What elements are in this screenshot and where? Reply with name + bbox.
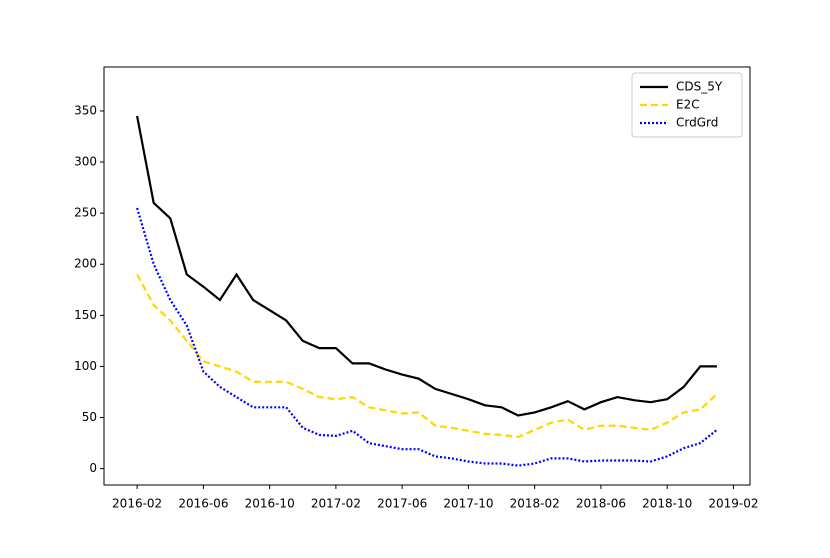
line-series [136,207,718,467]
legend-box [631,72,743,138]
x-tick-label: 2019-02 [708,497,758,511]
y-tick-label: 0 [89,461,97,475]
legend-label: CrdGrd [676,116,718,130]
y-tick-label: 350 [74,103,97,117]
y-tick-label: 150 [74,308,97,322]
y-tick-label: 200 [74,257,97,271]
x-tick-label: 2016-02 [112,497,162,511]
x-tick-label: 2016-06 [178,497,228,511]
legend: CDS_5Y E2C CrdGrd [631,72,743,138]
x-tick-label: 2018-02 [510,497,560,511]
x-tick-label: 2017-02 [311,497,361,511]
legend-label: CDS_5Y [676,80,723,94]
plot-frame [103,66,751,486]
x-tick-label: 2018-10 [642,497,692,511]
legend-label: E2C [676,98,700,112]
y-tick-label: 100 [74,359,97,373]
x-tick-label: 2018-06 [576,497,626,511]
x-tick-label: 2017-06 [377,497,427,511]
y-tick-label: 50 [82,410,97,424]
x-tick-label: 2017-10 [443,497,493,511]
x-tick-label: 2016-10 [245,497,295,511]
y-tick-label: 250 [74,206,97,220]
line-series [136,273,718,439]
y-tick-label: 300 [74,155,97,169]
line-series [136,115,717,417]
